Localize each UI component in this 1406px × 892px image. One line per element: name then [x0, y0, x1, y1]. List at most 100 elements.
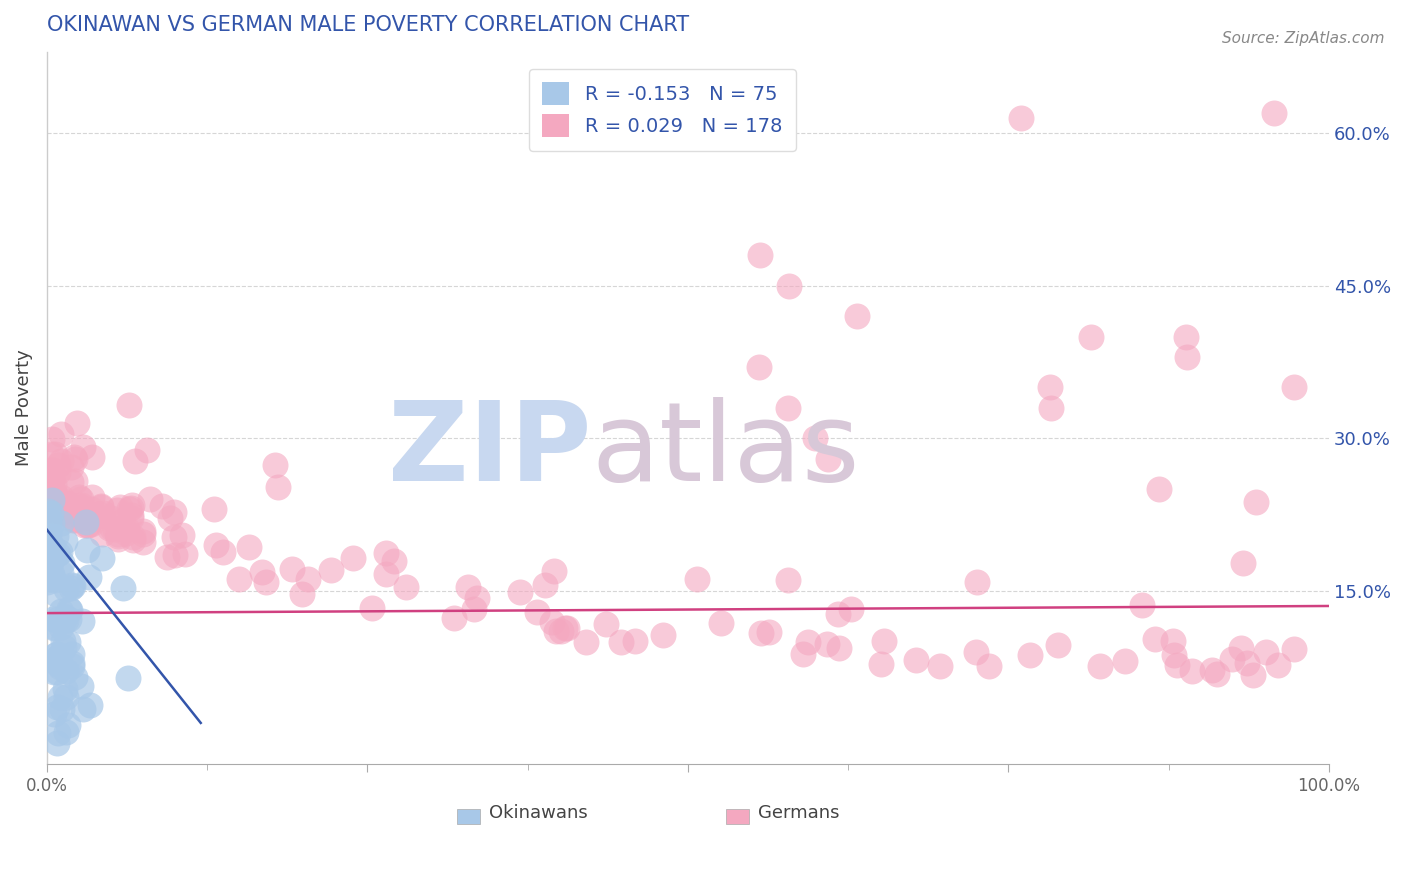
Point [77, 570, 100, 584]
Point [748, 359, 770, 374]
Point [1254, 645, 1277, 659]
Point [1244, 495, 1267, 509]
Point [67, 500, 90, 514]
Text: OKINAWAN VS GERMAN MALE POVERTY CORRELATION CHART: OKINAWAN VS GERMAN MALE POVERTY CORRELAT… [46, 15, 689, 35]
Point [44, 548, 66, 562]
Point [51, 556, 73, 570]
Point [49, 490, 72, 504]
Point [281, 562, 304, 576]
Point [905, 653, 928, 667]
Point [46, 497, 69, 511]
Point [374, 546, 396, 560]
Point [1147, 482, 1170, 496]
Point [105, 503, 128, 517]
Point [1181, 664, 1204, 678]
Point [395, 580, 418, 594]
Point [710, 615, 733, 630]
Point [41, 473, 63, 487]
Point [100, 521, 122, 535]
Point [651, 628, 673, 642]
Point [267, 480, 290, 494]
Point [41, 432, 63, 446]
Point [1039, 380, 1062, 394]
Point [792, 647, 814, 661]
Point [173, 547, 195, 561]
Point [1241, 668, 1264, 682]
Point [264, 458, 287, 473]
Point [152, 499, 174, 513]
Point [623, 634, 645, 648]
Point [76, 508, 98, 522]
Point [63, 513, 86, 527]
Point [111, 514, 134, 528]
Text: atlas: atlas [592, 397, 860, 504]
Point [46, 465, 69, 479]
Point [575, 634, 598, 648]
Point [120, 501, 142, 516]
Point [1166, 658, 1188, 673]
Point [48, 690, 70, 704]
Legend: R = -0.153   N = 75, R = 0.029   N = 178: R = -0.153 N = 75, R = 0.029 N = 178 [529, 69, 796, 151]
Point [80, 491, 103, 505]
Point [56, 718, 79, 732]
Point [60, 578, 83, 592]
Point [107, 529, 129, 543]
Point [51, 603, 73, 617]
Point [46, 657, 69, 671]
Point [46, 700, 69, 714]
Point [67, 500, 90, 515]
Point [55, 690, 77, 705]
Point [118, 398, 141, 412]
Point [48, 649, 70, 664]
Point [132, 527, 155, 541]
Point [55, 725, 77, 739]
Point [86, 509, 108, 524]
Point [73, 518, 96, 533]
Point [45, 529, 67, 543]
Point [42, 665, 65, 680]
Point [131, 535, 153, 549]
Point [533, 578, 555, 592]
Point [76, 517, 98, 532]
Point [929, 658, 952, 673]
Point [42, 612, 65, 626]
Point [815, 636, 838, 650]
Point [797, 634, 820, 648]
Point [159, 510, 181, 524]
Point [60, 659, 83, 673]
Point [817, 451, 839, 466]
Point [778, 573, 800, 587]
Point [72, 702, 94, 716]
Point [38, 513, 60, 527]
Point [38, 516, 60, 530]
Point [610, 635, 633, 649]
Point [374, 566, 396, 581]
Point [321, 563, 343, 577]
Point [122, 533, 145, 547]
Point [55, 664, 77, 678]
Point [38, 573, 60, 587]
Point [72, 440, 94, 454]
Point [44, 619, 66, 633]
Point [66, 416, 89, 430]
Point [748, 248, 770, 262]
Point [228, 572, 250, 586]
Point [465, 591, 488, 605]
Point [41, 504, 63, 518]
Point [107, 526, 129, 541]
Point [41, 566, 63, 581]
Point [49, 516, 72, 531]
Point [121, 530, 143, 544]
Point [124, 453, 146, 467]
Point [60, 647, 83, 661]
Point [360, 601, 382, 615]
Point [97, 521, 120, 535]
Point [132, 524, 155, 538]
Point [58, 635, 80, 649]
Point [42, 476, 65, 491]
Point [62, 578, 84, 592]
Point [686, 572, 709, 586]
Point [44, 447, 66, 461]
Point [205, 538, 228, 552]
Point [1263, 106, 1285, 120]
